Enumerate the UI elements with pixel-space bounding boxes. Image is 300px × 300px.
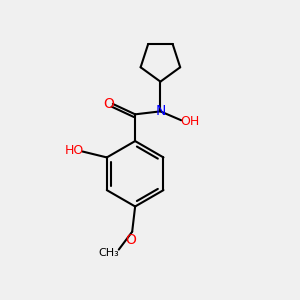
Text: N: N: [155, 104, 166, 118]
Text: HO: HO: [64, 143, 84, 157]
Text: OH: OH: [180, 115, 199, 128]
Text: O: O: [103, 97, 114, 111]
Text: CH₃: CH₃: [98, 248, 119, 258]
Text: O: O: [125, 233, 136, 247]
